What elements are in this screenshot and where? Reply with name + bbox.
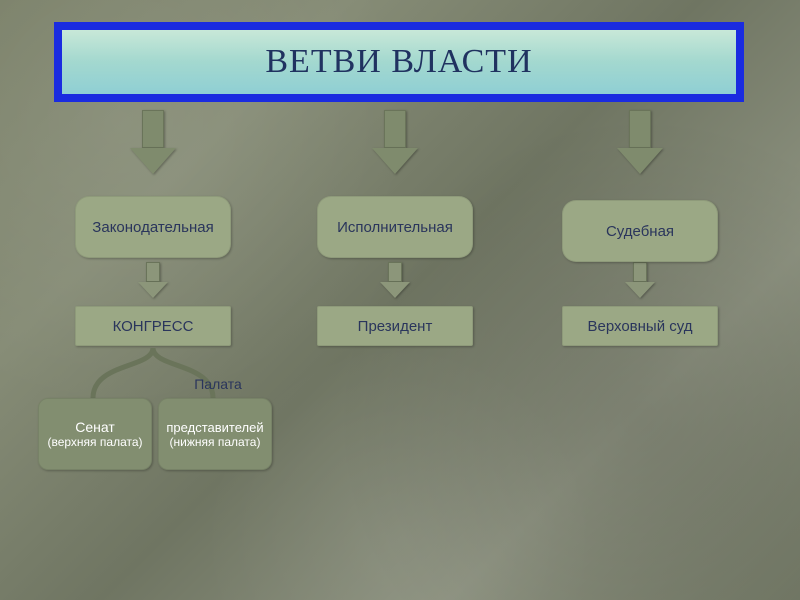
title-text: ВЕТВИ ВЛАСТИ — [265, 43, 532, 81]
branch-node-2: Судебная — [562, 200, 718, 262]
leaf-sub: (нижняя палата) — [170, 435, 261, 449]
branch-label: Законодательная — [84, 219, 221, 236]
sub-label: Президент — [358, 318, 433, 335]
branch-label: Исполнительная — [329, 219, 461, 236]
leaf-main: представителей — [162, 420, 267, 435]
title-box: ВЕТВИ ВЛАСТИ — [54, 22, 744, 102]
leaf-extra-label: Палата — [178, 376, 258, 392]
arrow-title-branch-2 — [617, 110, 663, 174]
arrow-title-branch-0 — [130, 110, 176, 174]
sub-node-1: Президент — [317, 306, 473, 346]
leaf-node-1: представителей(нижняя палата) — [158, 398, 272, 470]
arrow-branch-sub-0 — [138, 262, 168, 298]
branch-node-0: Законодательная — [75, 196, 231, 258]
arrow-title-branch-1 — [372, 110, 418, 174]
sub-label: КОНГРЕСС — [113, 318, 194, 335]
arrow-branch-sub-1 — [380, 262, 410, 298]
leaf-node-0: Сенат(верхняя палата) — [38, 398, 152, 470]
arrow-branch-sub-2 — [625, 262, 655, 298]
branch-label: Судебная — [598, 223, 682, 240]
sub-label: Верховный суд — [587, 318, 692, 335]
leaf-sub: (верхняя палата) — [47, 435, 142, 449]
sub-node-2: Верховный суд — [562, 306, 718, 346]
leaf-main: Сенат — [71, 419, 119, 435]
branch-node-1: Исполнительная — [317, 196, 473, 258]
slide-canvas: ВЕТВИ ВЛАСТИ Законодательная Исполнительн… — [0, 0, 800, 600]
sub-node-0: КОНГРЕСС — [75, 306, 231, 346]
